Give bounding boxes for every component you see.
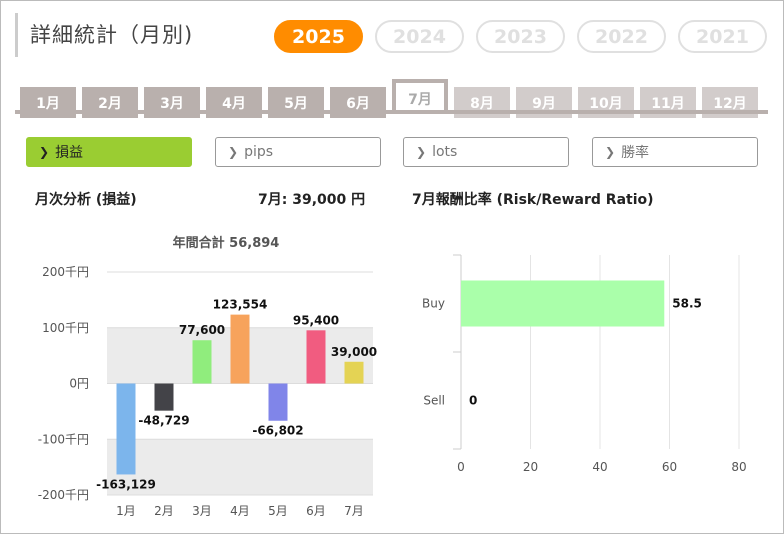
metric-label: lots: [432, 144, 458, 160]
year-button-2025[interactable]: 2025: [274, 20, 363, 53]
tabs-underline: [15, 110, 768, 114]
metric-button-lots[interactable]: ❯ lots: [403, 137, 569, 167]
y-tick-label: Buy: [422, 297, 445, 311]
monthly-pl-chart: 200千円 100千円 0円 -100千円 -200千円 年間合計 56,894 -163,…: [38, 235, 377, 518]
month-summary: 7月: 39,000 円: [258, 192, 366, 208]
chart-title: 年間合計 56,894: [173, 235, 280, 251]
year-button-2023[interactable]: 2023: [476, 20, 565, 53]
page-title: 詳細統計（月別): [30, 23, 194, 47]
chevron-right-icon: ❯: [39, 145, 50, 159]
x-tick-label: 2月: [154, 504, 174, 518]
x-tick-label: 1月: [116, 504, 136, 518]
bar: [230, 314, 250, 384]
year-button-2022[interactable]: 2022: [577, 20, 666, 53]
x-tick-label: 20: [523, 460, 538, 474]
y-tick-label: 0円: [69, 377, 89, 391]
y-tick-label: 200千円: [42, 265, 89, 279]
data-label: 39,000: [331, 345, 377, 359]
x-tick-label: 80: [731, 460, 746, 474]
y-tick-label: Sell: [423, 394, 445, 408]
bar: [344, 361, 364, 384]
x-tick-label: 3月: [192, 504, 212, 518]
data-label: -66,802: [252, 424, 303, 438]
x-tick-label: 0: [457, 460, 465, 474]
bar: [154, 383, 174, 411]
tab-month-7[interactable]: 7月: [392, 79, 448, 114]
bar: [306, 330, 326, 384]
year-selector: 2025 2024 2023 2022 2021: [274, 20, 779, 53]
page-title-wrap: 詳細統計（月別): [15, 13, 193, 57]
chevron-right-icon: ❯: [228, 145, 239, 159]
metric-label: 損益: [55, 145, 84, 161]
x-tick-label: 5月: [268, 504, 288, 518]
bar: [461, 280, 665, 327]
metric-label: pips: [244, 144, 274, 160]
metric-button-profit[interactable]: ❯ 損益: [26, 137, 192, 167]
chevron-right-icon: ❯: [605, 145, 616, 159]
y-tick-label: -200千円: [38, 488, 89, 502]
year-button-2024[interactable]: 2024: [375, 20, 464, 53]
bar: [116, 383, 136, 475]
x-tick-label: 7月: [344, 504, 364, 518]
metric-label: 勝率: [621, 145, 650, 161]
data-label: 0: [469, 394, 477, 408]
x-tick-label: 40: [592, 460, 607, 474]
x-tick-label: 6月: [306, 504, 326, 518]
chevron-right-icon: ❯: [416, 145, 427, 159]
data-label: 95,400: [293, 313, 339, 327]
y-tick-label: -100千円: [38, 432, 89, 446]
risk-reward-chart: 0 20 40 60 80 Buy 58.5 Sell 0: [422, 254, 747, 474]
y-tick-label: 100千円: [42, 321, 89, 335]
data-label: -48,729: [138, 414, 189, 428]
x-tick-label: 60: [662, 460, 677, 474]
plot-band: [107, 439, 373, 495]
bar: [192, 340, 212, 384]
x-tick-label: 4月: [230, 504, 250, 518]
data-label: 123,554: [213, 298, 268, 312]
data-label: 58.5: [672, 297, 702, 311]
metric-button-pips[interactable]: ❯ pips: [215, 137, 381, 167]
data-label: -163,129: [96, 477, 156, 491]
bar: [268, 383, 288, 421]
monthly-analysis-title: 月次分析 (損益): [35, 192, 137, 208]
data-label: 77,600: [179, 323, 225, 337]
risk-reward-title: 7月報酬比率 (Risk/Reward Ratio): [412, 192, 654, 208]
year-button-2021[interactable]: 2021: [678, 20, 767, 53]
metric-button-winrate[interactable]: ❯ 勝率: [592, 137, 758, 167]
